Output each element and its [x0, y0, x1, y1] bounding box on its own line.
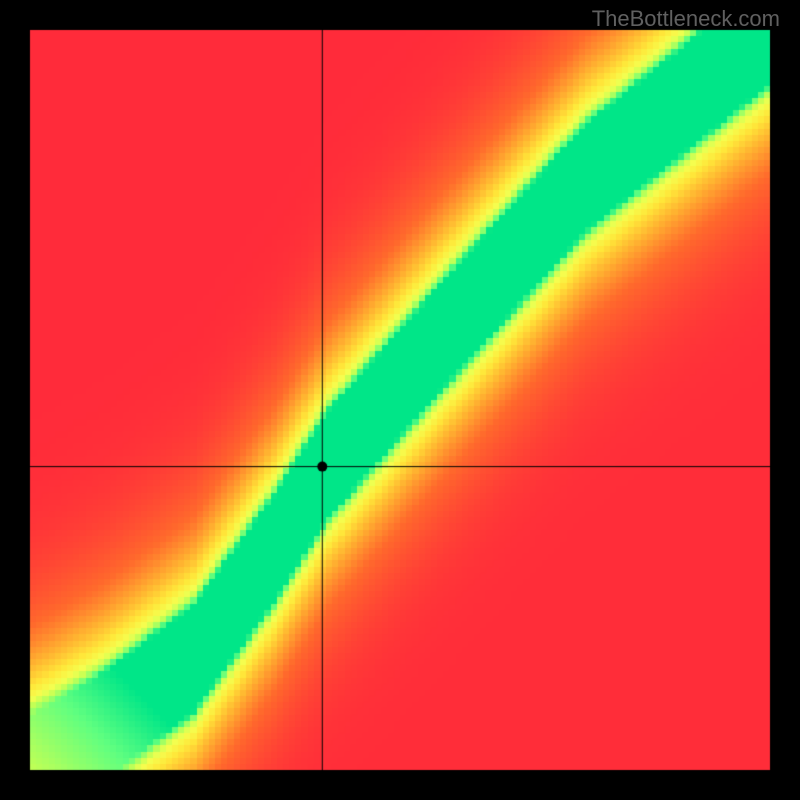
heatmap-canvas [0, 0, 800, 800]
watermark: TheBottleneck.com [592, 6, 780, 32]
chart-container: TheBottleneck.com [0, 0, 800, 800]
